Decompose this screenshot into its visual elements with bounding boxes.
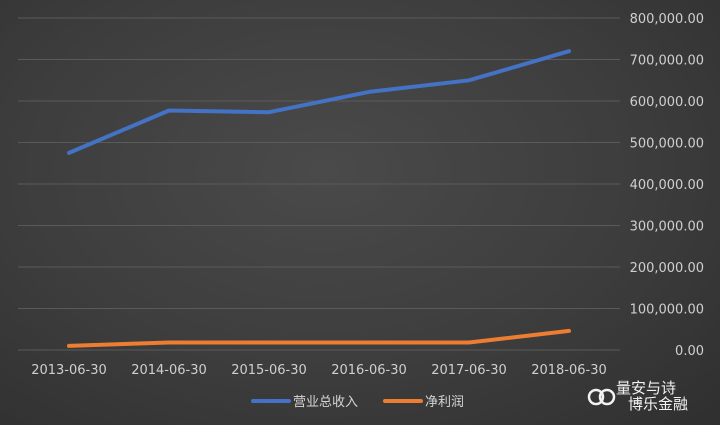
y-tick-label: 100,000.00 bbox=[630, 303, 704, 318]
x-axis-ticks: 2013-06-30 2014-06-30 2015-06-30 2016-06-30… bbox=[31, 363, 607, 378]
watermark: 量安与诗 博乐金融 bbox=[587, 379, 688, 413]
x-tick-label: 2013-06-30 bbox=[31, 363, 107, 378]
y-tick-label: 0.00 bbox=[675, 344, 704, 359]
x-tick-label: 2015-06-30 bbox=[231, 363, 307, 378]
y-axis-ticks: 0.00 100,000.00 200,000.00 300,000.00 400,00… bbox=[630, 12, 704, 359]
y-tick-label: 700,000.00 bbox=[630, 54, 704, 69]
series-line-2 bbox=[67, 328, 571, 348]
series-lines bbox=[67, 49, 571, 348]
y-tick-label: 300,000.00 bbox=[630, 220, 704, 235]
x-tick-label: 2017-06-30 bbox=[431, 363, 507, 378]
legend-label: 净利润 bbox=[425, 395, 464, 410]
series-line-1 bbox=[67, 49, 571, 155]
x-tick-label: 2018-06-30 bbox=[531, 363, 607, 378]
watermark-text-secondary: 博乐金融 bbox=[628, 395, 688, 413]
y-tick-label: 600,000.00 bbox=[630, 95, 704, 110]
x-tick-label: 2014-06-30 bbox=[131, 363, 207, 378]
x-tick-label: 2016-06-30 bbox=[331, 363, 407, 378]
y-tick-label: 500,000.00 bbox=[630, 137, 704, 152]
watermark-text: 量安与诗 bbox=[616, 379, 676, 397]
y-tick-label: 800,000.00 bbox=[630, 12, 704, 27]
legend-label: 营业总收入 bbox=[293, 395, 358, 410]
legend: 营业总收入 净利润 bbox=[251, 395, 464, 410]
chain-link-icon bbox=[587, 388, 616, 406]
gridlines bbox=[18, 17, 620, 351]
y-tick-label: 200,000.00 bbox=[630, 261, 704, 276]
y-tick-label: 400,000.00 bbox=[630, 178, 704, 193]
